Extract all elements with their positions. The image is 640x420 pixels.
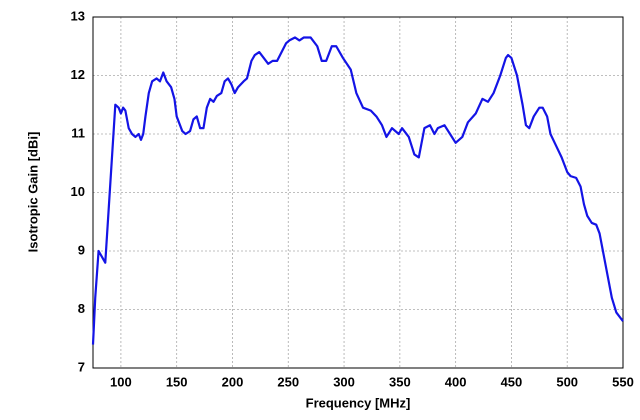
x-tick-label: 500 [556, 374, 578, 389]
plot-frame [92, 16, 624, 369]
x-tick-label: 150 [166, 374, 188, 389]
data-line [91, 36, 624, 345]
x-tick-label: 450 [501, 374, 523, 389]
x-axis-title: Frequency [MHz] [306, 395, 411, 410]
x-tick-label: 200 [222, 374, 244, 389]
x-tick-label: 350 [389, 374, 411, 389]
y-tick-label: 12 [71, 67, 85, 82]
x-tick-label: 550 [612, 374, 634, 389]
y-tick-label: 9 [78, 242, 85, 257]
x-tick-label: 250 [277, 374, 299, 389]
y-tick-label: 10 [71, 184, 85, 199]
y-tick-label: 7 [78, 359, 85, 374]
y-tick-label: 13 [71, 8, 85, 23]
x-tick-label: 100 [110, 374, 132, 389]
y-tick-label: 8 [78, 301, 85, 316]
x-tick-label: 400 [445, 374, 467, 389]
y-axis-title: Isotropic Gain [dBi] [25, 132, 40, 253]
y-tick-label: 11 [71, 125, 85, 140]
x-tick-label: 300 [333, 374, 355, 389]
